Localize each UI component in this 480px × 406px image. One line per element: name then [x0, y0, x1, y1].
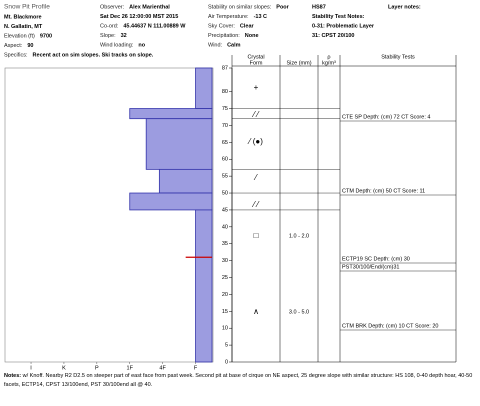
plot-frame — [4, 67, 214, 363]
field-value: Alex Marienthal — [129, 4, 170, 10]
field-label: Aspect: — [4, 43, 23, 49]
field-label: Air Temperature: — [208, 14, 249, 20]
column-header: Crystal — [247, 54, 264, 60]
y-tick-label: 55 — [222, 174, 228, 180]
field-label: Wind loading: — [100, 42, 134, 48]
crystal-form: □ — [254, 231, 259, 240]
y-tick-label: 70 — [222, 123, 228, 129]
notes: Notes: w/ Knoff. Nearby R2 D2.5 on steep… — [4, 372, 474, 390]
column-header: Size (mm) — [286, 60, 311, 66]
field-value: None — [245, 33, 259, 39]
y-tick-label: 10 — [222, 326, 228, 332]
crystal-form: ⁄ ⁄ — [252, 200, 261, 209]
column-header: Stability Tests — [381, 54, 415, 60]
crystal-form: ⁄ (●) — [247, 137, 263, 146]
x-tick-label: I — [30, 365, 32, 370]
field-value: Poor — [276, 4, 289, 10]
hardness-bar — [145, 118, 213, 170]
header-text: Mt. Blackmore — [4, 14, 42, 20]
field-value: Recent act on sim slopes. Ski tracks on … — [33, 52, 154, 58]
hardness-bar — [129, 192, 213, 211]
field-value: Calm — [227, 42, 241, 48]
crystal-form: + — [254, 83, 259, 92]
field-value: Clear — [240, 23, 255, 29]
y-tick-label: 20 — [222, 292, 228, 298]
x-tick-label: F — [194, 365, 198, 370]
y-tick-label: 87 — [222, 65, 228, 71]
field-value: 45.44637 N 111.00889 W — [123, 23, 186, 29]
pit-profile: Snow Pit Profile Mt. Blackmore N. Gallati… — [4, 4, 457, 370]
field-value: 32 — [121, 33, 127, 39]
y-tick-label: 60 — [222, 157, 228, 163]
field-label: Stability on similar slopes: — [208, 4, 272, 10]
hardness-bar — [129, 108, 213, 120]
y-tick-label: 0 — [225, 359, 228, 365]
y-tick-label: 5 — [225, 343, 228, 349]
hardness-bar — [158, 168, 213, 194]
notes-text: w/ Knoff. Nearby R2 D2.5 on steeper part… — [4, 373, 473, 388]
x-tick-label: 1F — [127, 365, 134, 370]
crystal-form: ⁄ ⁄ — [252, 110, 261, 119]
y-tick-label: 35 — [222, 241, 228, 247]
y-tick-label: 50 — [222, 190, 228, 196]
header-text: Layer notes: — [388, 4, 421, 10]
field-label: Slope: — [100, 33, 116, 39]
y-tick-label: 75 — [222, 106, 228, 112]
field-value: 9700 — [40, 33, 52, 39]
field-value: no — [138, 42, 145, 48]
hardness-bar — [195, 209, 213, 363]
header-text: N. Gallatin, MT — [4, 24, 43, 30]
field-label: Specifics: — [4, 52, 28, 58]
stability-test: PST30/100/End/(cm)31 — [342, 264, 399, 270]
field-label: Co-ord: — [100, 23, 119, 29]
stability-test: CTM Depth: (cm) 50 CT Score: 11 — [342, 188, 425, 194]
field-value: 90 — [27, 43, 33, 49]
field-label: Elevation (ft) — [4, 33, 35, 39]
stability-test: CTM BRK Depth: (cm) 10 CT Score: 20 — [342, 323, 438, 329]
y-tick-label: 30 — [222, 258, 228, 264]
column-header: Form — [250, 60, 263, 66]
field-value: -13 C — [254, 14, 267, 20]
header-text: Sat Dec 26 12:00:00 MST 2015 — [100, 14, 178, 20]
y-tick-label: 15 — [222, 309, 228, 315]
y-tick-label: 25 — [222, 275, 228, 281]
header-text: 0-31: Problematic Layer — [312, 23, 375, 29]
notes-label: Notes: — [4, 373, 22, 379]
stability-test: ECTP19 SC Depth: (cm) 30 — [342, 256, 410, 262]
field-label: Observer: — [100, 4, 125, 10]
hardness-bar — [195, 67, 213, 109]
crystal-form: ⁄ — [253, 173, 258, 182]
field-label: Wind: — [208, 42, 223, 48]
x-tick-label: P — [95, 365, 99, 370]
header-text: HS87 — [312, 4, 326, 10]
grain-size: 3.0 - 5.0 — [289, 309, 309, 315]
header-text: 31: CPST 20/100 — [312, 33, 355, 39]
column-header: ρ — [327, 54, 330, 60]
field-label: Sky Cover: — [208, 23, 235, 29]
column-header: kg/m³ — [322, 60, 336, 66]
x-tick-label: 4F — [159, 365, 166, 370]
y-tick-label: 80 — [222, 89, 228, 95]
y-tick-label: 45 — [222, 207, 228, 213]
crystal-form: ∧ — [253, 307, 259, 316]
x-tick-label: K — [62, 365, 66, 370]
stability-test: CTE SP Depth: (cm) 72 CT Score: 4 — [342, 114, 430, 120]
header-text: Stability Test Notes: — [312, 14, 365, 20]
grain-size: 1.0 - 2.0 — [289, 233, 309, 239]
y-tick-label: 40 — [222, 224, 228, 230]
field-label: Precipitation: — [208, 33, 240, 39]
page-title: Snow Pit Profile — [4, 4, 50, 11]
y-tick-label: 65 — [222, 140, 228, 146]
